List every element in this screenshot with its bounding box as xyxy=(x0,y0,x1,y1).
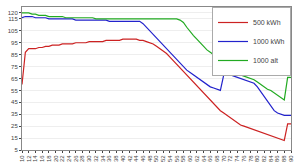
svg-text:55: 55 xyxy=(11,88,18,94)
svg-text:24: 24 xyxy=(66,155,72,162)
svg-text:88: 88 xyxy=(281,155,287,162)
svg-text:38: 38 xyxy=(113,155,119,162)
svg-text:26: 26 xyxy=(73,155,79,162)
svg-text:32: 32 xyxy=(93,155,99,162)
svg-text:15: 15 xyxy=(11,135,18,141)
svg-text:82: 82 xyxy=(261,155,267,162)
svg-text:25: 25 xyxy=(11,123,18,129)
svg-text:48: 48 xyxy=(147,155,153,162)
svg-text:52: 52 xyxy=(160,155,166,162)
svg-text:74: 74 xyxy=(234,155,240,162)
svg-text:62: 62 xyxy=(194,155,200,162)
svg-text:500 kWh: 500 kWh xyxy=(253,19,281,26)
svg-text:28: 28 xyxy=(79,155,85,162)
svg-text:10: 10 xyxy=(19,155,25,162)
svg-text:115: 115 xyxy=(8,16,18,22)
svg-text:50: 50 xyxy=(153,155,159,162)
svg-text:56: 56 xyxy=(174,155,180,162)
svg-text:16: 16 xyxy=(39,155,45,162)
svg-text:86: 86 xyxy=(275,155,281,162)
svg-text:5: 5 xyxy=(14,147,18,153)
svg-text:58: 58 xyxy=(180,155,186,162)
svg-text:75: 75 xyxy=(11,64,18,70)
svg-text:45: 45 xyxy=(11,99,18,105)
svg-text:30: 30 xyxy=(86,155,92,162)
svg-text:84: 84 xyxy=(268,155,274,162)
svg-text:44: 44 xyxy=(133,155,139,162)
svg-text:54: 54 xyxy=(167,155,173,162)
svg-text:105: 105 xyxy=(8,28,19,34)
svg-text:1000 alt: 1000 alt xyxy=(253,57,278,64)
svg-text:40: 40 xyxy=(120,155,126,162)
svg-text:70: 70 xyxy=(221,155,227,162)
svg-text:22: 22 xyxy=(59,155,65,162)
svg-text:35: 35 xyxy=(11,111,18,117)
svg-text:60: 60 xyxy=(187,155,193,162)
svg-text:1000 kWh: 1000 kWh xyxy=(253,38,285,45)
svg-text:78: 78 xyxy=(248,155,254,162)
svg-text:66: 66 xyxy=(207,155,213,162)
svg-text:120: 120 xyxy=(8,10,19,16)
svg-text:64: 64 xyxy=(201,155,207,162)
svg-text:85: 85 xyxy=(11,52,18,58)
svg-text:76: 76 xyxy=(241,155,247,162)
svg-text:90: 90 xyxy=(288,155,294,162)
svg-text:95: 95 xyxy=(11,40,18,46)
svg-text:80: 80 xyxy=(254,155,260,162)
svg-text:14: 14 xyxy=(32,155,38,162)
svg-text:36: 36 xyxy=(106,155,112,162)
svg-text:18: 18 xyxy=(46,155,52,162)
svg-text:42: 42 xyxy=(127,155,133,162)
svg-text:34: 34 xyxy=(100,155,106,162)
svg-text:65: 65 xyxy=(11,76,18,82)
svg-text:72: 72 xyxy=(227,155,233,162)
svg-text:46: 46 xyxy=(140,155,146,162)
svg-text:12: 12 xyxy=(26,155,32,162)
svg-text:20: 20 xyxy=(53,155,59,162)
svg-text:68: 68 xyxy=(214,155,220,162)
